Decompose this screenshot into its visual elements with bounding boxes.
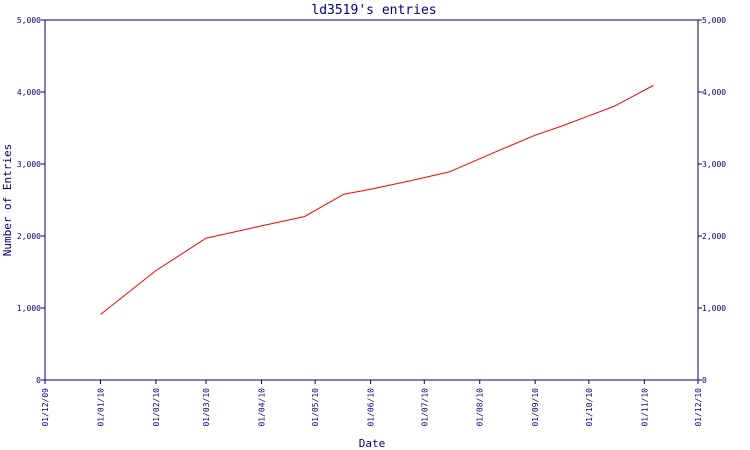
plot-area [44,19,699,381]
y-tick-label-right: 1,000 [702,304,726,313]
y-tick-label-right: 0 [702,376,707,385]
y-tick-label-left: 1,000 [17,304,41,313]
x-tick-label: 01/05/10 [311,388,320,427]
x-tick-label: 01/04/10 [257,388,266,427]
x-axis: 01/12/09 01/01/10 01/02/10 01/03/10 01/04/10… [41,380,703,427]
x-tick-label: 01/10/10 [585,388,594,427]
x-tick-label: 01/06/10 [367,388,376,427]
y-tick-label-right: 5,000 [702,16,726,25]
x-tick-label: 01/08/10 [476,388,485,427]
y-tick-label-left: 5,000 [17,16,41,25]
y-axis-left: 0 1,000 2,000 3,000 4,000 5,000 [17,16,45,385]
chart-title: ld3519's entries [311,3,436,18]
x-tick-label: 01/02/10 [152,388,161,427]
y-tick-label-left: 4,000 [17,88,41,97]
x-tick-label: 01/12/10 [694,388,703,427]
y-tick-label-left: 3,000 [17,160,41,169]
x-tick-label: 01/07/10 [420,388,429,427]
y-axis-right: 0 1,000 2,000 3,000 4,000 5,000 [698,16,726,385]
y-tick-label-right: 4,000 [702,88,726,97]
y-tick-label-left: 0 [36,376,41,385]
x-tick-label: 01/09/10 [531,388,540,427]
y-tick-label-right: 2,000 [702,232,726,241]
y-axis-label: Number of Entries [1,144,14,257]
series-line [100,85,654,315]
x-tick-label: 01/11/10 [640,388,649,427]
y-tick-label-left: 2,000 [17,232,41,241]
x-tick-label: 01/12/09 [41,388,50,427]
x-axis-label: Date [359,437,386,450]
x-tick-label: 01/03/10 [202,388,211,427]
x-tick-label: 01/01/10 [96,388,105,427]
y-tick-label-right: 3,000 [702,160,726,169]
